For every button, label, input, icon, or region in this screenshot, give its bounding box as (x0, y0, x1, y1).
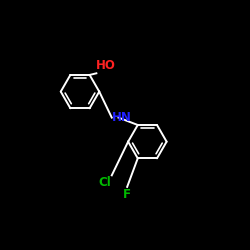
Text: HN: HN (112, 111, 132, 124)
Text: Cl: Cl (98, 176, 111, 189)
Text: F: F (123, 188, 131, 201)
Text: HO: HO (96, 59, 116, 72)
